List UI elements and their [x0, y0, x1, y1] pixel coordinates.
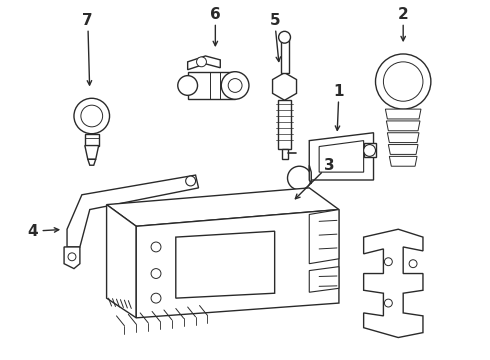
Polygon shape [188, 56, 221, 70]
Circle shape [375, 54, 431, 109]
Polygon shape [309, 210, 339, 264]
Polygon shape [387, 121, 420, 131]
Circle shape [178, 76, 197, 95]
Polygon shape [85, 145, 98, 159]
Polygon shape [64, 247, 80, 269]
Text: 6: 6 [210, 7, 221, 22]
Polygon shape [188, 72, 235, 99]
Bar [364, 143, 375, 157]
Polygon shape [136, 210, 339, 318]
Text: 1: 1 [334, 84, 344, 99]
Circle shape [151, 242, 161, 252]
Polygon shape [67, 175, 198, 247]
Circle shape [279, 31, 291, 43]
Circle shape [221, 72, 249, 99]
Polygon shape [272, 73, 296, 100]
Polygon shape [309, 133, 373, 180]
Circle shape [151, 293, 161, 303]
Polygon shape [390, 156, 417, 166]
Circle shape [383, 62, 423, 101]
Bar [278, 100, 292, 149]
Polygon shape [107, 188, 339, 226]
Text: 4: 4 [27, 224, 38, 239]
Text: 5: 5 [270, 13, 280, 28]
Circle shape [288, 166, 311, 190]
Circle shape [196, 57, 206, 67]
Circle shape [151, 269, 161, 278]
Circle shape [68, 253, 76, 261]
Text: 7: 7 [82, 13, 93, 28]
Polygon shape [364, 229, 423, 338]
Polygon shape [309, 165, 311, 184]
Circle shape [81, 105, 102, 127]
Polygon shape [389, 145, 418, 154]
Circle shape [364, 145, 375, 156]
Polygon shape [388, 133, 419, 143]
Polygon shape [386, 109, 421, 119]
Circle shape [384, 258, 392, 266]
Circle shape [74, 98, 110, 134]
Bar [282, 149, 288, 159]
Polygon shape [88, 159, 96, 165]
Text: 2: 2 [398, 7, 409, 22]
Circle shape [409, 260, 417, 267]
Polygon shape [176, 231, 275, 298]
Polygon shape [319, 141, 364, 172]
Polygon shape [107, 204, 136, 318]
Polygon shape [85, 134, 98, 145]
Polygon shape [309, 267, 339, 292]
Circle shape [384, 299, 392, 307]
Circle shape [186, 176, 196, 186]
Bar [281, 37, 289, 73]
Circle shape [228, 78, 242, 93]
Text: 3: 3 [324, 158, 334, 173]
